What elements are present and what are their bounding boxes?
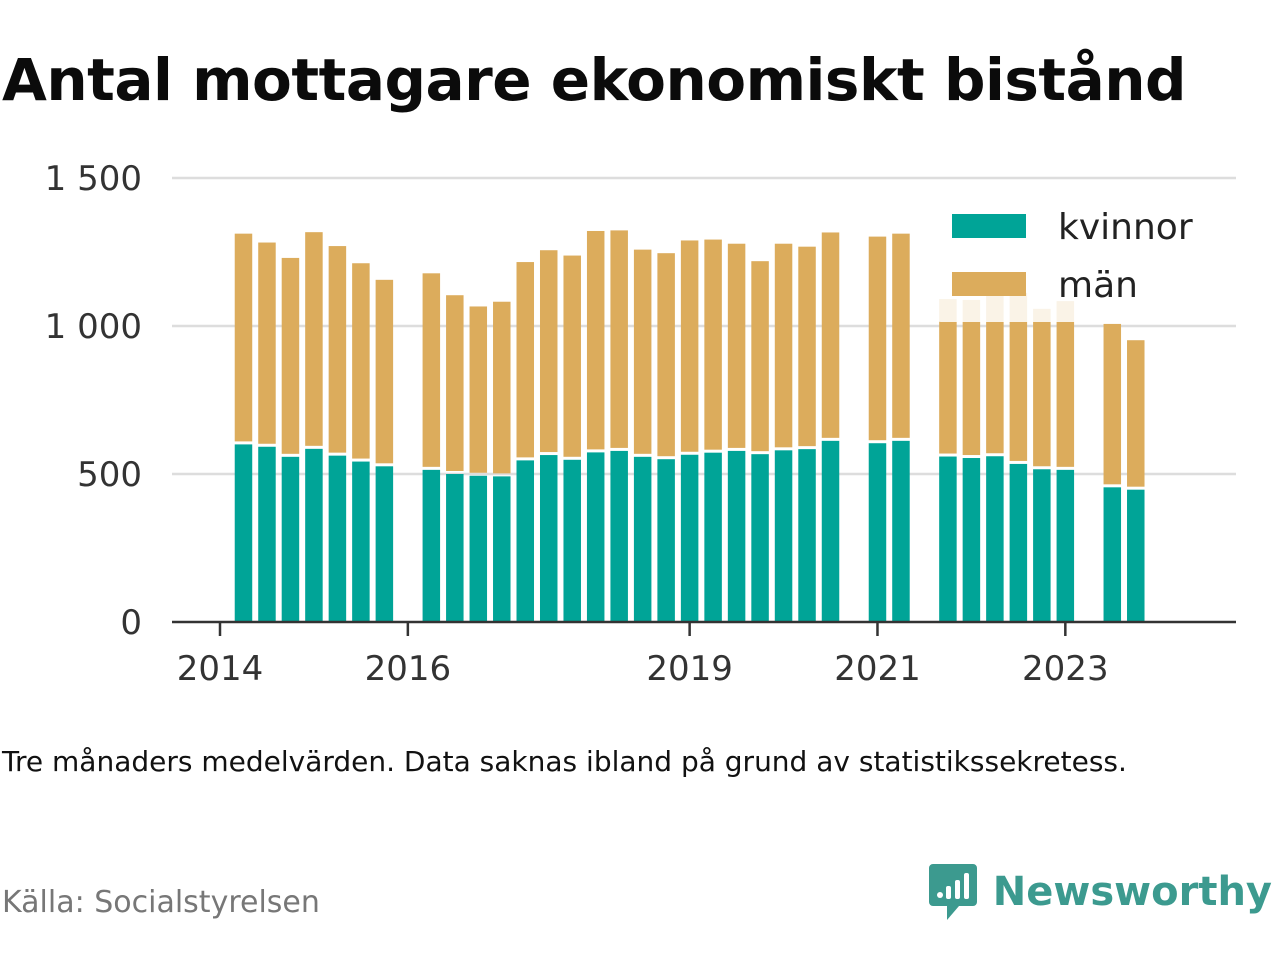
bar-kvinnor — [680, 454, 699, 622]
chart-title: Antal mottagare ekonomiskt bistånd — [2, 46, 1187, 114]
bar-kvinnor — [962, 458, 981, 622]
bar-man — [610, 230, 628, 448]
bar-man — [493, 301, 511, 474]
bar-chart: 0 500 1 000 1 500 2014 2016 2019 2021 2023 kvin… — [45, 159, 1236, 689]
bar-man — [1009, 292, 1028, 461]
bar-kvinnor — [539, 455, 558, 622]
bar-kvinnor — [704, 452, 722, 622]
brand-name: Newsworthy — [992, 869, 1272, 915]
bar-kvinnor — [258, 446, 276, 622]
bar-man — [281, 257, 300, 454]
bar-kvinnor — [375, 466, 394, 622]
y-axis-tick-labels: 0 500 1 000 1 500 — [45, 159, 142, 643]
y-tick-label: 500 — [77, 455, 142, 495]
legend: kvinnor män — [935, 194, 1235, 322]
bar-kvinnor — [281, 456, 300, 622]
bar-man — [375, 279, 394, 464]
bar-man — [798, 246, 816, 447]
bar-man — [563, 255, 581, 457]
bar-man — [868, 236, 887, 441]
bar-kvinnor — [1009, 463, 1028, 622]
bar-series — [234, 230, 1145, 622]
brand-logo[interactable]: Newsworthy — [927, 862, 1272, 922]
bar-kvinnor — [821, 440, 840, 622]
bar-man — [727, 243, 746, 448]
legend-label-kvinnor: kvinnor — [1058, 207, 1193, 248]
bar-man — [657, 253, 675, 457]
x-tick-label: 2014 — [177, 649, 264, 689]
bar-kvinnor — [305, 448, 323, 622]
bar-kvinnor — [234, 444, 253, 622]
y-tick-label: 0 — [120, 603, 142, 643]
bar-kvinnor — [939, 456, 957, 622]
bar-kvinnor — [352, 461, 370, 622]
bar-man — [704, 239, 722, 450]
bar-kvinnor — [422, 469, 441, 622]
bar-kvinnor — [1033, 469, 1051, 622]
bar-kvinnor — [798, 449, 816, 622]
bar-kvinnor — [610, 450, 628, 622]
bar-man — [328, 246, 347, 453]
bar-man — [516, 262, 535, 458]
bar-kvinnor — [563, 459, 581, 622]
bar-kvinnor — [633, 456, 652, 622]
bar-kvinnor — [657, 459, 675, 622]
bar-man — [633, 249, 652, 454]
bar-kvinnor — [727, 450, 746, 622]
bar-man — [422, 273, 441, 467]
bar-man — [446, 295, 464, 471]
x-axis-ticks: 2014 2016 2019 2021 2023 — [177, 622, 1109, 689]
x-tick-label: 2023 — [1022, 649, 1109, 689]
bar-kvinnor — [586, 452, 605, 622]
source-credit: Källa: Socialstyrelsen — [2, 885, 320, 920]
legend-label-man: män — [1058, 265, 1138, 306]
legend-swatch-kvinnor — [952, 214, 1026, 238]
x-tick-label: 2019 — [646, 649, 733, 689]
bar-man — [892, 233, 910, 438]
bar-man — [586, 230, 605, 450]
bar-kvinnor — [1056, 469, 1075, 622]
bar-kvinnor — [469, 475, 488, 622]
bar-man — [539, 250, 558, 453]
bar-kvinnor — [493, 476, 511, 622]
bar-man — [751, 261, 769, 452]
bar-kvinnor — [751, 454, 769, 622]
bar-man — [352, 263, 370, 459]
bar-man — [821, 232, 840, 438]
bar-kvinnor — [516, 460, 535, 622]
y-tick-label: 1 000 — [45, 307, 142, 347]
bar-man — [939, 299, 957, 454]
x-tick-label: 2021 — [834, 649, 921, 689]
bar-man — [1127, 340, 1145, 487]
bar-kvinnor — [892, 440, 910, 622]
bar-man — [305, 232, 323, 446]
x-tick-label: 2016 — [365, 649, 452, 689]
bar-man — [234, 233, 253, 442]
bar-man — [258, 242, 276, 444]
chart-note: Tre månaders medelvärden. Data saknas ib… — [2, 745, 1127, 778]
bar-man — [1033, 308, 1051, 467]
bar-man — [774, 243, 793, 448]
bar-kvinnor — [986, 456, 1004, 622]
bar-kvinnor — [1103, 487, 1122, 622]
legend-swatch-man — [952, 272, 1026, 296]
bar-kvinnor — [328, 455, 347, 622]
bar-man — [1103, 323, 1122, 485]
newsworthy-logo-icon — [928, 864, 977, 920]
bar-kvinnor — [774, 450, 793, 622]
y-tick-label: 1 500 — [45, 159, 142, 199]
bar-man — [962, 299, 981, 456]
bar-man — [469, 306, 488, 473]
bar-kvinnor — [446, 474, 464, 622]
bar-man — [1056, 301, 1075, 467]
bar-kvinnor — [1127, 489, 1145, 622]
bar-man — [680, 240, 699, 452]
bar-kvinnor — [868, 443, 887, 622]
